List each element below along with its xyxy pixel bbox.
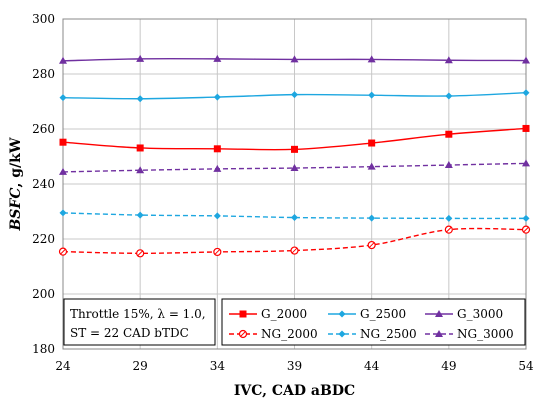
legend-label: NG_3000 [457, 327, 514, 341]
data-point [291, 145, 298, 153]
data-point [522, 159, 530, 167]
x-tick-label: 34 [210, 359, 226, 373]
data-point [290, 164, 299, 172]
data-point [136, 54, 145, 62]
data-point [444, 56, 453, 64]
y-tick-label: 280 [32, 67, 55, 81]
legend-item: G_2000 [229, 307, 307, 321]
plot-frame [62, 18, 527, 350]
data-point [136, 211, 144, 219]
legend: G_2000 G_2500 G_3000 NG_2000 NG_2500 NG_3000 [221, 298, 526, 346]
data-point [367, 162, 376, 170]
legend-swatch-marker [239, 310, 247, 318]
x-tick-label: 49 [441, 359, 456, 373]
y-axis-title-unit: , g/kW [8, 137, 24, 187]
data-point [136, 95, 144, 103]
conditions-note-box [63, 298, 216, 346]
conditions-note-line-1: Throttle 15%, λ = 1.0, [70, 307, 206, 321]
tick-labels: 180 200 220 240 260 280 300 24 29 34 39 44 49 54 [32, 12, 534, 373]
data-point [444, 161, 453, 169]
legend-box [221, 298, 526, 346]
y-tick-label: 260 [32, 122, 55, 136]
legend-item: G_3000 [425, 307, 503, 321]
series-g-2000 [59, 124, 530, 153]
data-point [522, 89, 530, 97]
x-axis-title: IVC, CAD aBDC [234, 383, 355, 399]
conditions-note-line-2: ST = 22 CAD bTDC [70, 326, 189, 340]
legend-label: G_3000 [457, 307, 503, 321]
series-ng-2500 [59, 209, 530, 222]
y-axis-title-main: BSFC [8, 188, 24, 232]
data-point [59, 56, 67, 64]
legend-swatch-marker [338, 310, 346, 318]
data-point [59, 94, 67, 102]
legend-swatch-marker [338, 330, 346, 338]
legend-item: NG_3000 [425, 327, 514, 341]
data-point [522, 56, 530, 64]
data-point [522, 124, 530, 132]
y-tick-label: 300 [32, 12, 55, 26]
data-point [368, 139, 376, 147]
legend-swatch-marker [435, 310, 443, 317]
legend-item: G_2500 [328, 307, 406, 321]
legend-item: NG_2000 [229, 327, 318, 341]
data-point [213, 164, 222, 172]
y-tick-label: 220 [32, 232, 55, 246]
y-tick-label: 240 [32, 177, 55, 191]
series-g-2500 [59, 89, 530, 103]
legend-label: NG_2500 [360, 327, 417, 341]
data-point [291, 214, 298, 222]
x-tick-label: 44 [364, 359, 380, 373]
y-tick-label: 180 [32, 342, 55, 356]
data-point [213, 145, 221, 153]
series-ng-2000 [58, 225, 531, 258]
legend-swatch-marker [435, 330, 443, 337]
data-point [213, 54, 222, 62]
legend-item: NG_2500 [328, 327, 417, 341]
series-g-3000 [59, 54, 530, 64]
conditions-note: Throttle 15%, λ = 1.0, ST = 22 CAD bTDC [63, 298, 216, 346]
series-layer [58, 54, 531, 258]
data-point [136, 144, 144, 152]
data-point [291, 91, 298, 99]
x-tick-label: 54 [518, 359, 534, 373]
data-point [136, 166, 145, 174]
data-point [213, 212, 221, 220]
data-point [290, 55, 299, 63]
data-point [368, 91, 376, 99]
y-axis-title: BSFC, g/kW [8, 137, 24, 231]
data-point [367, 55, 376, 63]
x-tick-label: 29 [133, 359, 148, 373]
legend-label: NG_2000 [261, 327, 318, 341]
data-point [59, 209, 67, 217]
legend-label: G_2500 [360, 307, 406, 321]
data-point [445, 214, 453, 222]
legend-label: G_2000 [261, 307, 307, 321]
data-point [213, 93, 221, 101]
data-point [445, 130, 453, 138]
series-ng-3000 [59, 159, 530, 175]
y-tick-label: 200 [32, 287, 55, 301]
data-point [59, 138, 67, 146]
x-tick-label: 39 [287, 359, 302, 373]
data-point [368, 214, 376, 222]
data-point [59, 167, 67, 175]
data-point [522, 214, 530, 222]
x-tick-label: 24 [55, 359, 71, 373]
data-point [445, 92, 453, 100]
